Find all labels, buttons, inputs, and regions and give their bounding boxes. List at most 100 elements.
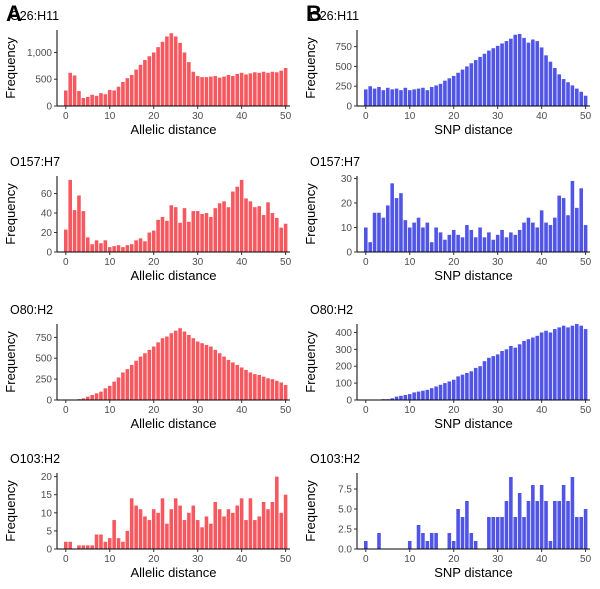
y-tick-label: 250 bbox=[335, 82, 352, 93]
x-tick-label: 10 bbox=[104, 405, 116, 416]
bar bbox=[248, 498, 253, 549]
bar bbox=[195, 520, 200, 549]
bar bbox=[239, 179, 244, 252]
bar bbox=[575, 207, 579, 252]
bar bbox=[434, 386, 438, 400]
x-tick-label: 30 bbox=[192, 405, 204, 416]
bar bbox=[443, 239, 447, 252]
bar bbox=[226, 207, 231, 252]
bar bbox=[522, 517, 526, 549]
bar bbox=[425, 389, 430, 400]
bar bbox=[465, 501, 469, 549]
bar bbox=[112, 90, 116, 106]
bar bbox=[544, 55, 548, 106]
y-tick-label: 0 bbox=[46, 248, 52, 259]
y-tick-label: 40 bbox=[41, 209, 53, 220]
bar bbox=[557, 327, 562, 400]
bar bbox=[125, 530, 130, 549]
bar bbox=[394, 396, 399, 400]
bar bbox=[253, 374, 257, 400]
bar bbox=[266, 72, 270, 106]
bar bbox=[425, 541, 430, 549]
bar bbox=[107, 247, 112, 252]
chart-o157-h7-snp: O157:H7 0 10 20 30 0 10 20 30 40 50 SNP distance Fre… bbox=[303, 155, 592, 283]
bar bbox=[187, 334, 191, 400]
bar bbox=[191, 338, 196, 400]
bar bbox=[487, 517, 491, 549]
bar bbox=[438, 384, 443, 400]
bar bbox=[456, 376, 460, 400]
bar bbox=[548, 332, 553, 400]
y-tick-label: 5 bbox=[46, 526, 52, 537]
bar bbox=[204, 213, 209, 252]
bar bbox=[151, 52, 156, 106]
x-tick-label: 10 bbox=[104, 257, 116, 268]
bar bbox=[191, 505, 196, 549]
bar bbox=[451, 229, 456, 252]
bar bbox=[434, 85, 438, 106]
bar bbox=[257, 516, 262, 549]
bar bbox=[99, 391, 103, 400]
bar bbox=[363, 541, 368, 549]
bar bbox=[138, 356, 143, 400]
bar bbox=[143, 353, 147, 400]
bar bbox=[429, 87, 434, 106]
bar bbox=[385, 205, 390, 252]
x-tick-label: 0 bbox=[63, 257, 69, 268]
bar bbox=[372, 88, 377, 106]
x-axis-title: SNP distance bbox=[434, 122, 513, 137]
x-tick-label: 40 bbox=[536, 554, 548, 565]
bar bbox=[548, 541, 553, 549]
bar bbox=[539, 332, 544, 400]
bar bbox=[544, 330, 548, 400]
bar bbox=[261, 501, 266, 549]
x-tick-label: 10 bbox=[104, 554, 116, 565]
y-tick-label: 0 bbox=[346, 396, 352, 407]
bar bbox=[213, 501, 218, 549]
bar bbox=[275, 476, 279, 549]
bar bbox=[526, 42, 531, 106]
bar bbox=[579, 91, 584, 106]
bar bbox=[81, 545, 86, 549]
bar bbox=[416, 525, 421, 549]
bar bbox=[465, 66, 469, 106]
x-axis-title: SNP distance bbox=[434, 416, 513, 431]
bar bbox=[187, 221, 191, 252]
chart-title: O103:H2 bbox=[10, 452, 60, 466]
bar bbox=[416, 391, 421, 400]
bar bbox=[68, 179, 72, 252]
x-tick-label: 10 bbox=[404, 111, 416, 122]
bar bbox=[553, 68, 557, 106]
chart-title: O80:H2 bbox=[310, 303, 353, 317]
bar bbox=[491, 356, 496, 400]
bar bbox=[275, 72, 279, 106]
bar bbox=[443, 383, 447, 400]
bar bbox=[270, 379, 275, 400]
bar bbox=[469, 229, 474, 252]
bar bbox=[248, 201, 253, 252]
bar bbox=[213, 76, 218, 106]
bar bbox=[473, 541, 478, 549]
bar bbox=[500, 43, 504, 106]
bar bbox=[279, 512, 284, 549]
bar bbox=[147, 349, 152, 400]
y-axis-title: Frequency bbox=[303, 183, 318, 245]
bar bbox=[85, 545, 90, 549]
bar bbox=[178, 328, 182, 400]
bar bbox=[482, 53, 487, 106]
y-tick-label: 300 bbox=[335, 345, 352, 356]
x-tick-label: 30 bbox=[492, 257, 504, 268]
bar bbox=[147, 232, 152, 252]
bar bbox=[561, 79, 566, 106]
x-tick-label: 40 bbox=[536, 257, 548, 268]
x-axis-title: Allelic distance bbox=[131, 416, 217, 431]
bar bbox=[531, 337, 535, 400]
bar bbox=[235, 364, 240, 400]
bar bbox=[513, 517, 518, 549]
bar bbox=[429, 388, 434, 400]
chart-o80-h2-snp: O80:H2 0 100 200 300 400 0 10 20 30 40 50 SNP distan… bbox=[303, 303, 592, 431]
bar bbox=[575, 324, 579, 400]
bar bbox=[156, 342, 160, 400]
bar bbox=[231, 512, 235, 549]
bar bbox=[147, 520, 152, 549]
